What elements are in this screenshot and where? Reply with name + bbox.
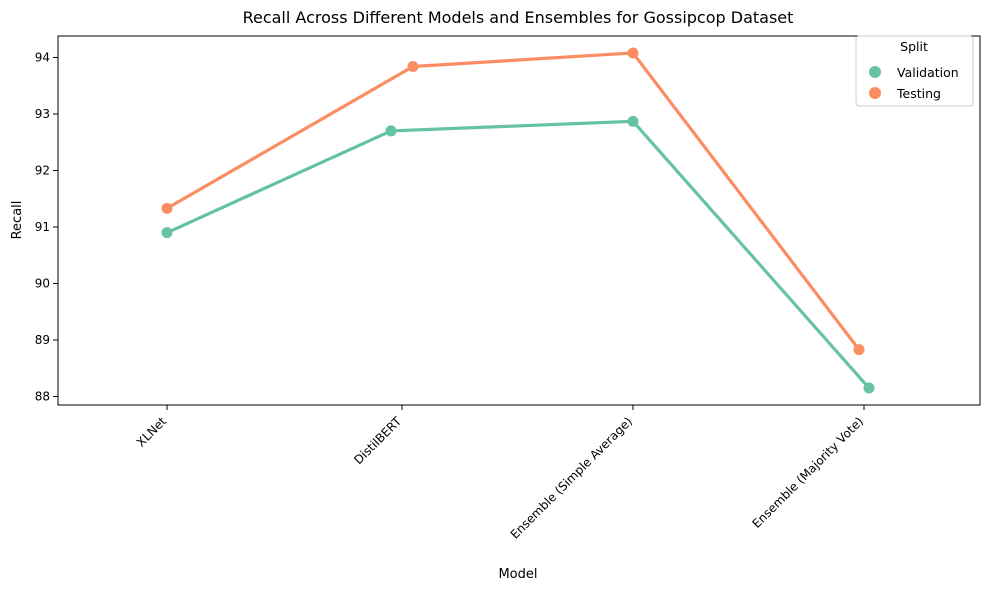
legend-label-validation: Validation	[897, 65, 959, 80]
y-tick-label: 94	[35, 50, 50, 64]
data-point-validation	[863, 382, 875, 394]
x-axis-label: Model	[498, 567, 537, 582]
legend-label-testing: Testing	[896, 86, 941, 101]
data-point-testing	[627, 47, 639, 59]
y-tick-label: 89	[35, 333, 50, 347]
series-line-validation	[166, 119, 871, 390]
legend-title: Split	[900, 39, 928, 54]
legend-marker-testing	[869, 87, 881, 99]
legend: Split Validation Testing	[855, 35, 974, 107]
series-line-testing	[166, 51, 861, 351]
data-point-validation	[385, 125, 397, 137]
y-tick-label: 88	[35, 390, 50, 404]
y-tick-label: 93	[35, 107, 50, 121]
data-point-validation	[627, 115, 639, 127]
data-point-testing	[853, 344, 865, 356]
y-axis-label: Recall	[10, 201, 25, 240]
y-tick-label: 90	[35, 277, 50, 291]
legend-marker-validation	[869, 66, 881, 78]
y-tick-label: 92	[35, 163, 50, 177]
data-point-testing	[407, 61, 419, 73]
plot-frame	[57, 35, 981, 406]
chart-title: Recall Across Different Models and Ensem…	[243, 8, 794, 27]
legend-box	[855, 35, 974, 107]
data-point-testing	[161, 202, 173, 214]
y-tick-label: 91	[35, 220, 50, 234]
data-point-validation	[161, 227, 173, 239]
